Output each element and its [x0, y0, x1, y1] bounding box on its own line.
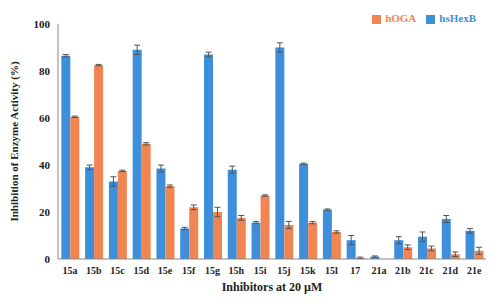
svg-text:15l: 15l — [325, 265, 338, 276]
svg-text:15d: 15d — [133, 265, 149, 276]
html-text:hsHexB: hsHexB — [439, 12, 476, 24]
svg-text:40: 40 — [39, 159, 51, 171]
svg-text:15a: 15a — [62, 265, 77, 276]
svg-text:0: 0 — [45, 253, 51, 265]
html-text:hOGA: hOGA — [385, 12, 417, 24]
svg-text:15e: 15e — [158, 265, 173, 276]
svg-text:20: 20 — [39, 206, 51, 218]
svg-text:21d: 21d — [443, 265, 459, 276]
svg-text:Inhibition of Enzyme Activity: Inhibition of Enzyme Activity (%) — [8, 61, 21, 221]
svg-text:100: 100 — [34, 18, 51, 30]
svg-text:17: 17 — [350, 265, 360, 276]
svg-text:15g: 15g — [205, 265, 220, 276]
svg-text:15c: 15c — [110, 265, 125, 276]
svg-text:80: 80 — [39, 65, 51, 77]
svg-text:21e: 21e — [467, 265, 482, 276]
svg-text:15h: 15h — [229, 265, 245, 276]
svg-text:Inhibitors at 20 µM: Inhibitors at 20 µM — [222, 280, 323, 294]
svg-text:21c: 21c — [419, 265, 434, 276]
svg-text:60: 60 — [39, 112, 51, 124]
svg-text:21b: 21b — [395, 265, 411, 276]
svg-text:15i: 15i — [254, 265, 267, 276]
svg-text:15j: 15j — [277, 265, 290, 276]
svg-text:15b: 15b — [86, 265, 102, 276]
svg-text:21a: 21a — [372, 265, 387, 276]
svg-text:15k: 15k — [300, 265, 316, 276]
svg-text:15f: 15f — [182, 265, 196, 276]
